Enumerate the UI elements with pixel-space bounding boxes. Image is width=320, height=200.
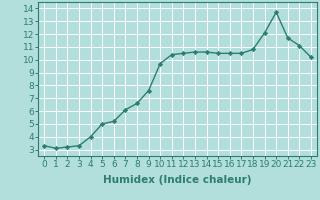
X-axis label: Humidex (Indice chaleur): Humidex (Indice chaleur) [103,175,252,185]
